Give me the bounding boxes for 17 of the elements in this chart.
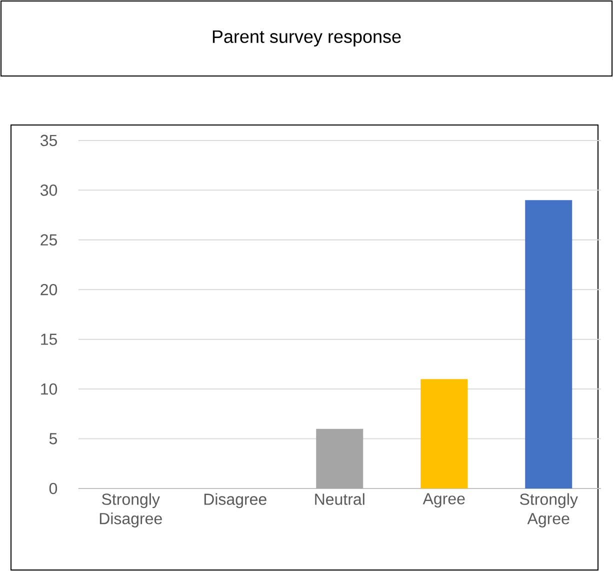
- y-tick-label: 10: [41, 383, 58, 395]
- x-tick-label: Neutral: [315, 493, 364, 505]
- x-tick-label: Agree: [422, 493, 465, 508]
- y-tick-label: 30: [40, 184, 58, 196]
- x-tick-label: Strongly Agree: [520, 493, 578, 528]
- y-tick-label: 35: [40, 134, 57, 146]
- y-tick-label: 0: [49, 482, 58, 494]
- bar: [316, 428, 364, 488]
- bar: [420, 379, 468, 488]
- y-tick-label: 25: [40, 234, 57, 246]
- y-tick-label: 15: [41, 334, 57, 345]
- bar: [525, 200, 572, 488]
- x-tick-label: Disagree: [204, 493, 266, 508]
- chart-title: Parent survey response: [212, 30, 401, 47]
- y-tick-label: 5: [49, 433, 57, 444]
- x-tick-label: Strongly Disagree: [100, 493, 162, 528]
- y-tick-label: 20: [40, 284, 58, 296]
